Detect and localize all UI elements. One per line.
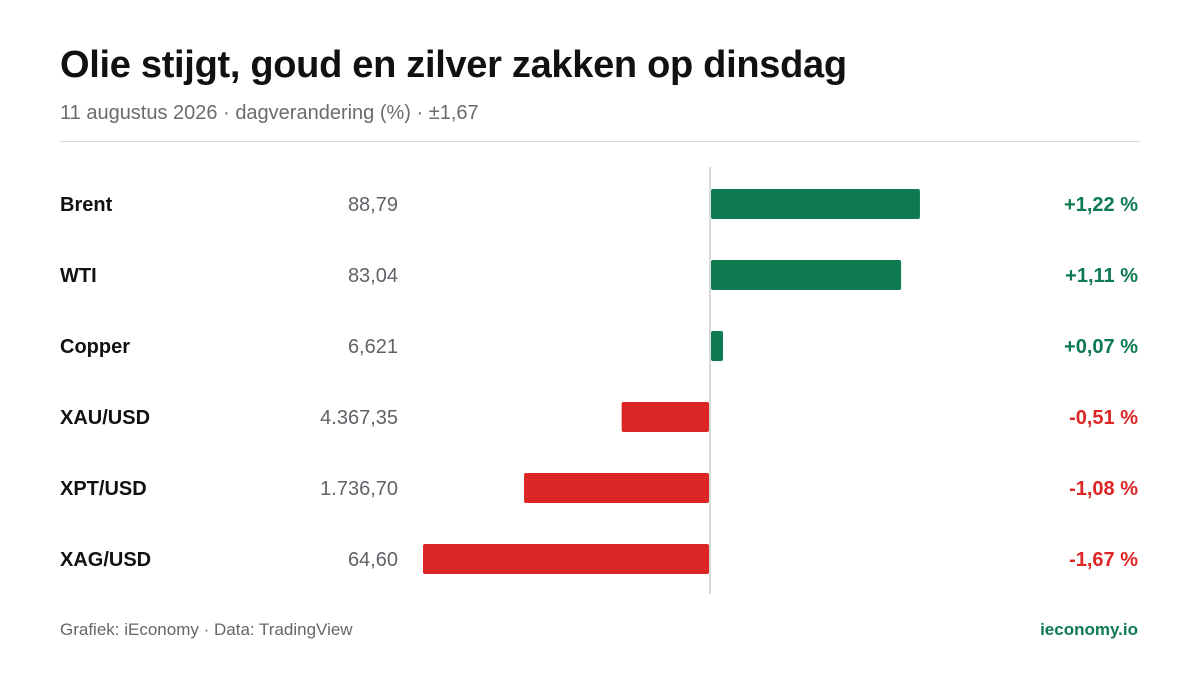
chart-subtitle: 11 augustus 2026 · dagverandering (%) · … (60, 102, 479, 124)
bar (524, 473, 709, 503)
bar (711, 331, 723, 361)
row-name-label: XAG/USD (60, 549, 151, 571)
row-price-label: 1.736,70 (320, 478, 398, 500)
row-name-label: Brent (60, 194, 113, 216)
footer-brand-link[interactable]: ieconomy.io (1040, 620, 1138, 639)
row-price-label: 4.367,35 (320, 407, 398, 429)
row-change-label: -1,67 % (1069, 549, 1138, 571)
row-change-label: -1,08 % (1069, 478, 1138, 500)
row-change-label: +0,07 % (1064, 336, 1138, 358)
footer-credit: Grafiek: iEconomy · Data: TradingView (60, 620, 353, 639)
bar (711, 189, 920, 219)
row-change-label: -0,51 % (1069, 407, 1138, 429)
row-name-label: WTI (60, 265, 97, 287)
row-name-label: Copper (60, 336, 130, 358)
row-change-label: +1,22 % (1064, 194, 1138, 216)
bar (621, 402, 709, 432)
row-name-label: XPT/USD (60, 478, 147, 500)
row-price-label: 88,79 (348, 194, 398, 216)
bar (423, 544, 709, 574)
row-price-label: 64,60 (348, 549, 398, 571)
row-price-label: 83,04 (348, 265, 398, 287)
row-change-label: +1,11 % (1065, 265, 1138, 287)
chart-title: Olie stijgt, goud en zilver zakken op di… (60, 44, 847, 86)
header-divider (60, 141, 1140, 142)
row-price-label: 6,621 (348, 336, 398, 358)
bar (711, 260, 902, 290)
row-name-label: XAU/USD (60, 407, 150, 429)
